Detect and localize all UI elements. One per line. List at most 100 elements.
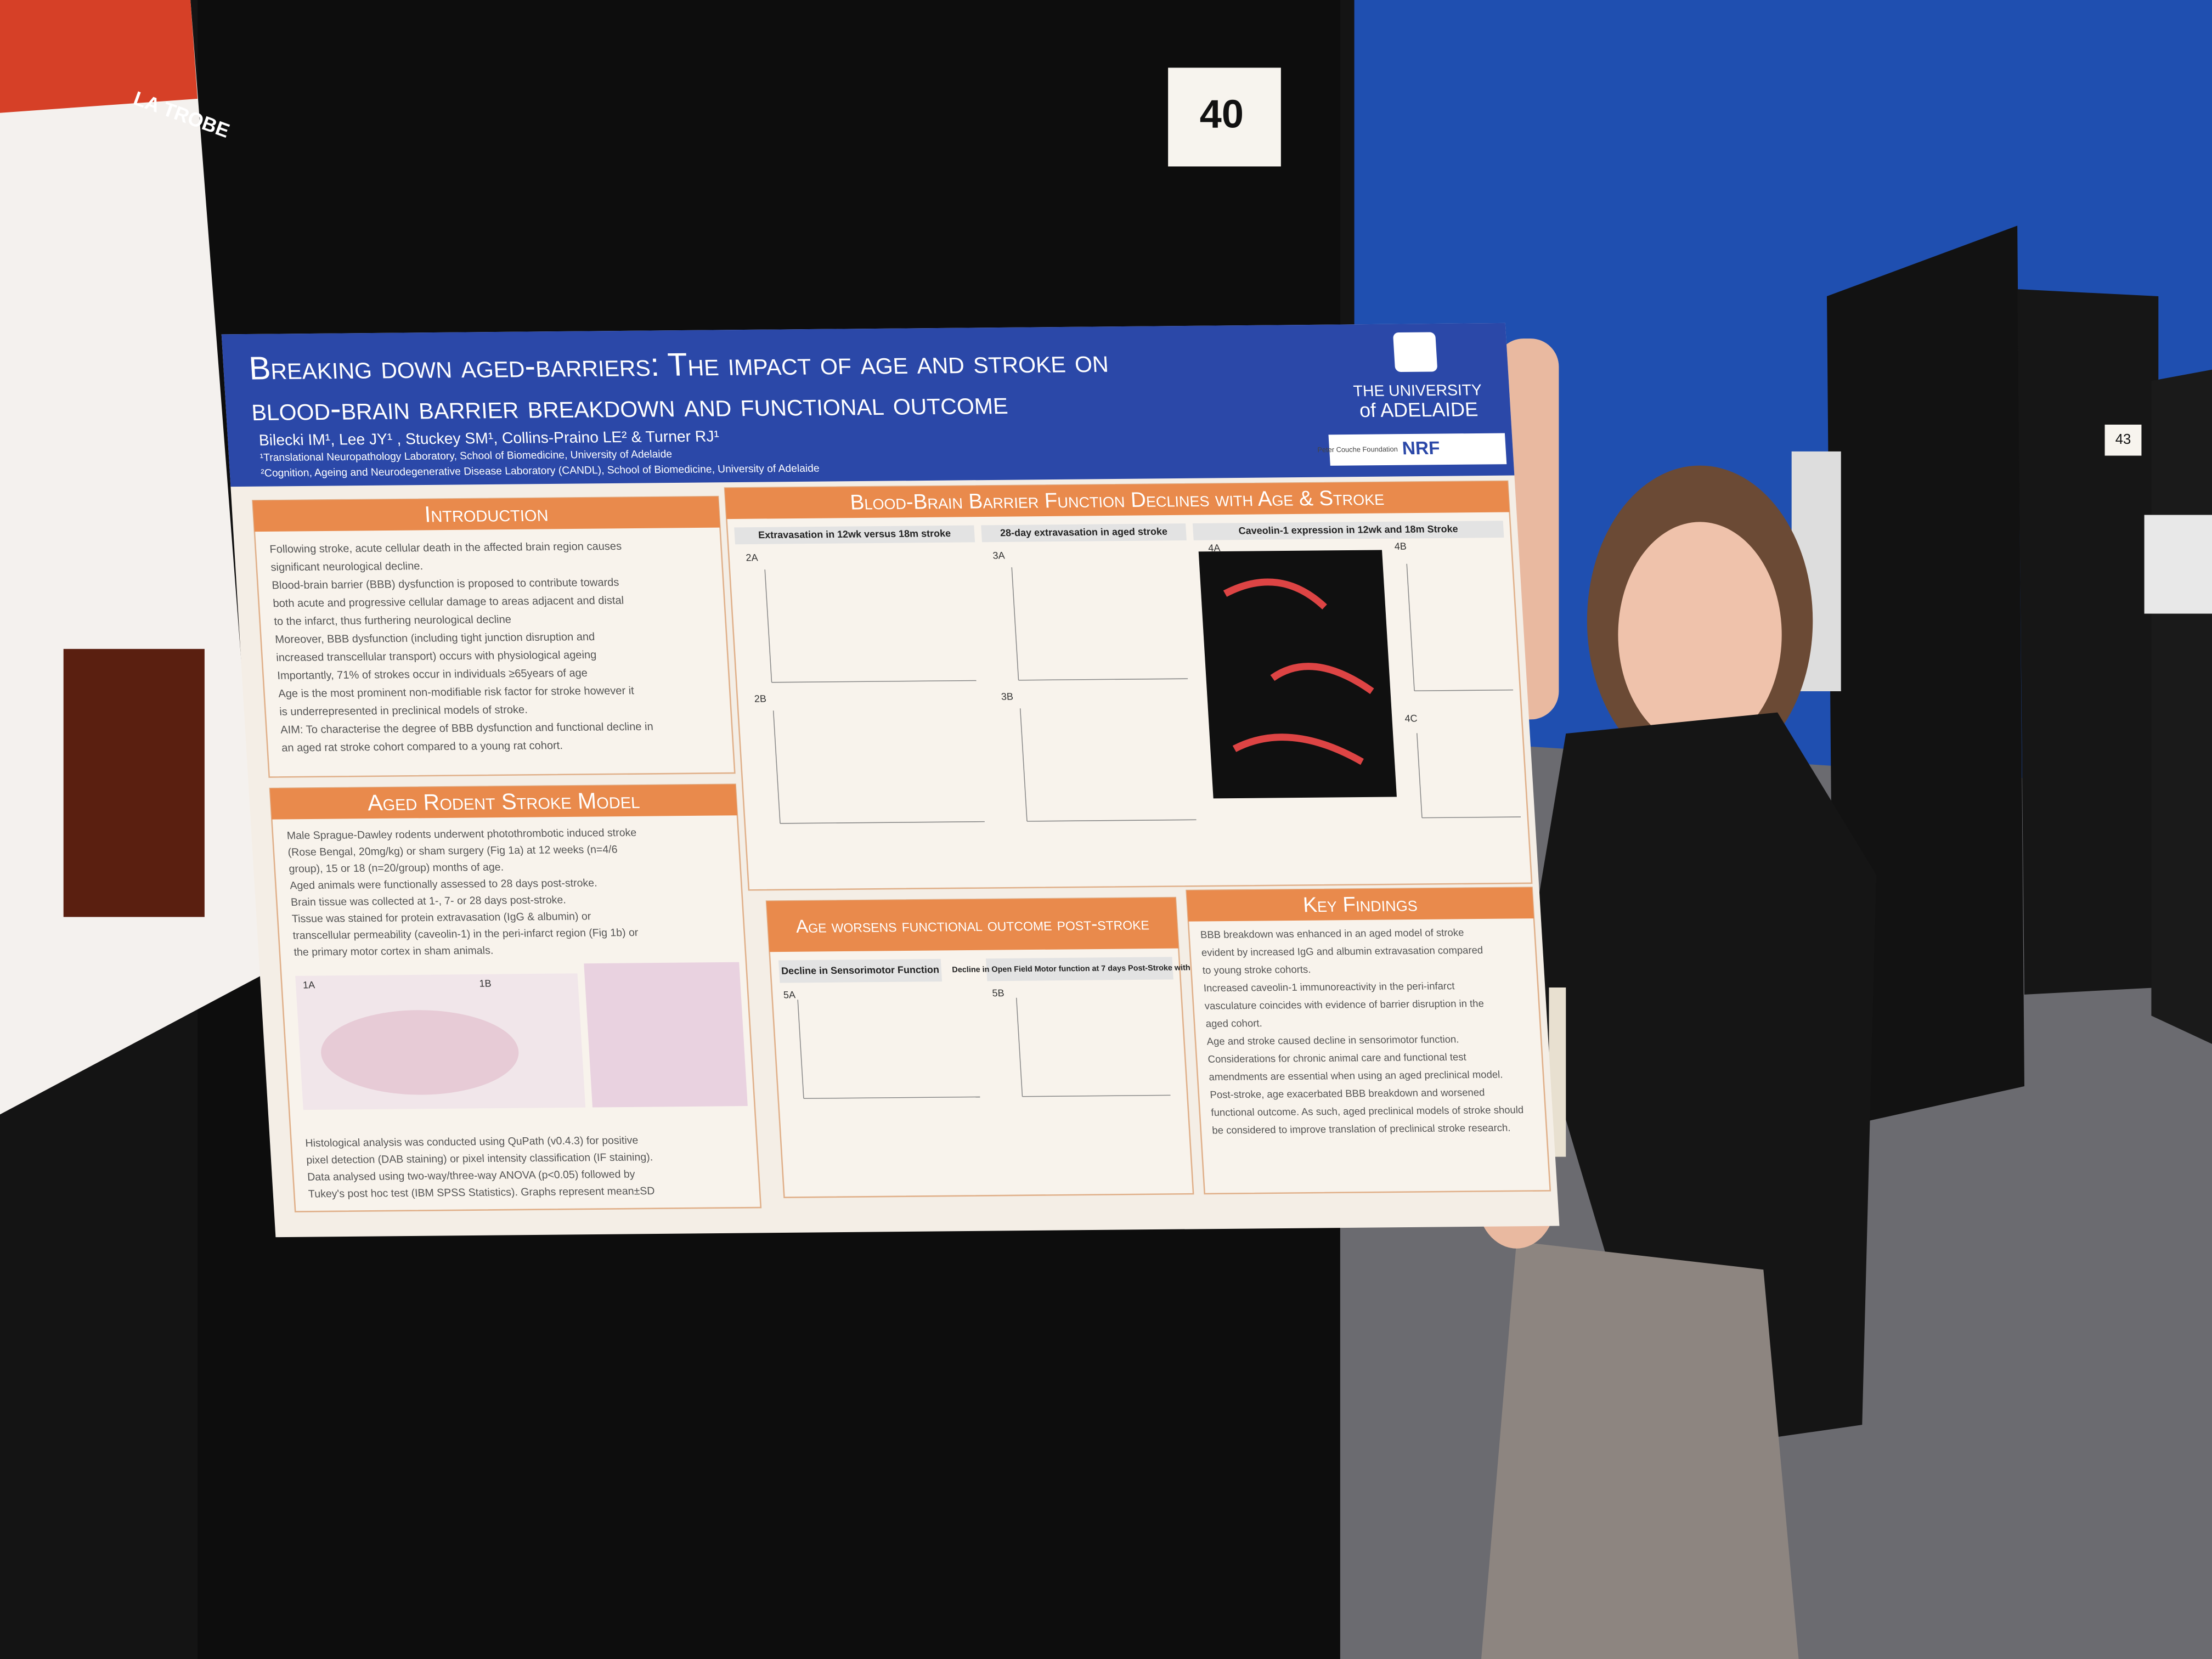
plot-axis	[1026, 819, 1197, 822]
plot-axis	[1414, 689, 1514, 691]
figure-label: 1B	[479, 978, 492, 989]
panel-title: Extravasation in 12wk versus 18m stroke	[758, 528, 951, 540]
panel-title: 28-day extravasation in aged stroke	[1000, 526, 1167, 539]
body-text: is underrepresented in preclinical model…	[279, 704, 528, 718]
plot-axis	[1421, 816, 1521, 819]
body-text: Post-stroke, age exacerbated BBB breakdo…	[1210, 1086, 1485, 1100]
plot-axis	[1406, 563, 1415, 691]
body-text: Data analysed using two-way/three-way AN…	[307, 1169, 636, 1183]
panel-title: Decline in Open Field Motor function at …	[952, 963, 1207, 974]
body-text: (Rose Bengal, 20mg/kg) or sham surgery (…	[287, 844, 618, 859]
panel-title-bar	[1192, 521, 1504, 540]
sponsor: Peter Couche Foundation	[1317, 445, 1398, 454]
left-poster-image	[63, 648, 205, 917]
figure-label: 2A	[746, 552, 758, 563]
plot-axis	[803, 1096, 980, 1099]
body-text: to young stroke cohorts.	[1202, 963, 1311, 976]
body-text: significant neurological decline.	[270, 560, 424, 573]
body-text: Tissue was stained for protein extravasa…	[291, 910, 591, 925]
section-heading: Blood-Brain Barrier Function Declines wi…	[849, 486, 1385, 515]
university-logo: of ADELAIDE	[1359, 398, 1479, 421]
body-text: BBB breakdown was enhanced in an aged mo…	[1200, 927, 1464, 940]
body-text: Importantly, 71% of strokes occur in ind…	[277, 667, 588, 682]
body-text: amendments are essential when using an a…	[1209, 1069, 1503, 1083]
body-text: increased transcellular transport) occur…	[276, 649, 597, 664]
plot-axis	[1416, 733, 1423, 818]
poster-title: Breaking down aged-barriers: The impact …	[248, 342, 1109, 387]
figure-label: 5B	[992, 988, 1005, 998]
plot-axis	[771, 680, 977, 683]
section-heading: Introduction	[424, 501, 549, 527]
plot-axis	[1019, 708, 1028, 821]
crest	[1393, 332, 1437, 372]
brain-drawing	[321, 1010, 519, 1095]
section-heading: Aged Rodent Stroke Model	[367, 788, 641, 815]
jacket	[1509, 712, 1876, 1453]
body-text: Considerations for chronic animal care a…	[1207, 1051, 1467, 1065]
section-heading-bar	[766, 898, 1179, 952]
panel-title: Caveolin-1 expression in 12wk and 18m St…	[1238, 523, 1458, 537]
plot-axis	[1011, 567, 1019, 680]
body-text: an aged rat stroke cohort compared to a …	[281, 740, 563, 754]
section-box	[1186, 887, 1551, 1195]
poster: Breaking down aged-barriers: The impact …	[221, 323, 1560, 1238]
body-text: to the infarct, thus furthering neurolog…	[274, 613, 512, 628]
panel-title-bar	[778, 958, 943, 983]
section-box	[252, 495, 736, 778]
sponsor-strip	[1328, 433, 1507, 466]
body-text: aged cohort.	[1205, 1017, 1262, 1029]
body-text: Brain tissue was collected at 1-, 7- or …	[290, 894, 566, 908]
person	[1477, 338, 1876, 1659]
plot-axis	[780, 821, 985, 824]
figure-label: 3A	[992, 550, 1005, 561]
left-poster-banner	[0, 0, 198, 113]
figure-label: 5A	[783, 989, 795, 1000]
section-heading: Age worsens functional outcome post-stro…	[795, 913, 1150, 937]
section-heading-bar	[1186, 887, 1534, 922]
section-heading-bar	[252, 496, 720, 532]
figure-label: 1A	[302, 979, 315, 990]
far-poster	[2144, 515, 2212, 614]
body-text: vasculature coincides with evidence of b…	[1204, 997, 1484, 1011]
plot-axis	[1022, 1094, 1171, 1097]
body-text: Increased caveolin-1 immunoreactivity in…	[1203, 980, 1455, 994]
body-text: Histological analysis was conducted usin…	[305, 1135, 639, 1149]
figure-label: 3B	[1001, 691, 1013, 702]
body-text: Age and stroke caused decline in sensori…	[1206, 1033, 1459, 1047]
figure-label: 4A	[1208, 543, 1221, 554]
face	[1618, 522, 1782, 748]
section-heading-bar	[269, 784, 737, 820]
body-text: be considered to improve translation of …	[1212, 1122, 1511, 1136]
body-text: group), 15 or 18 (n=20/group) months of …	[289, 861, 504, 875]
panel-title-bar	[734, 525, 975, 545]
figure-label: 2B	[754, 693, 766, 704]
poster-title: blood-brain barrier breakdown and functi…	[250, 384, 1009, 427]
plot-axis	[1015, 997, 1023, 1097]
histology-figure	[584, 962, 748, 1108]
trousers	[1481, 1241, 1799, 1659]
board	[2017, 289, 2159, 995]
board	[2151, 369, 2212, 1044]
body-text: Moreover, BBB dysfunction (including tig…	[275, 631, 595, 646]
body-text: Aged animals were functionally assessed …	[290, 877, 597, 892]
authors: Bilecki IM¹, Lee JY¹ , Stuckey SM¹, Coll…	[258, 427, 720, 448]
figure-label: 4B	[1394, 541, 1407, 552]
body-text: functional outcome. As such, aged precli…	[1211, 1104, 1524, 1118]
body-text: the primary motor cortex in sham animals…	[294, 945, 494, 958]
plot-axis	[772, 710, 781, 823]
body-text: transcellular permeability (caveolin-1) …	[292, 927, 639, 942]
plot-axis	[764, 569, 772, 682]
figure-label: 4C	[1404, 713, 1418, 724]
sign	[1168, 67, 1281, 167]
section-heading-bar	[724, 481, 1510, 520]
section-heading: Key Findings	[1302, 892, 1418, 917]
vessel-stain	[1223, 578, 1374, 765]
board	[1827, 225, 2024, 1129]
sponsor: NRF	[1402, 438, 1441, 459]
poster-header	[221, 323, 1515, 487]
university-logo: THE UNIVERSITY	[1353, 381, 1482, 399]
panel-title-bar	[985, 957, 1173, 981]
microscopy-image	[1198, 550, 1397, 799]
